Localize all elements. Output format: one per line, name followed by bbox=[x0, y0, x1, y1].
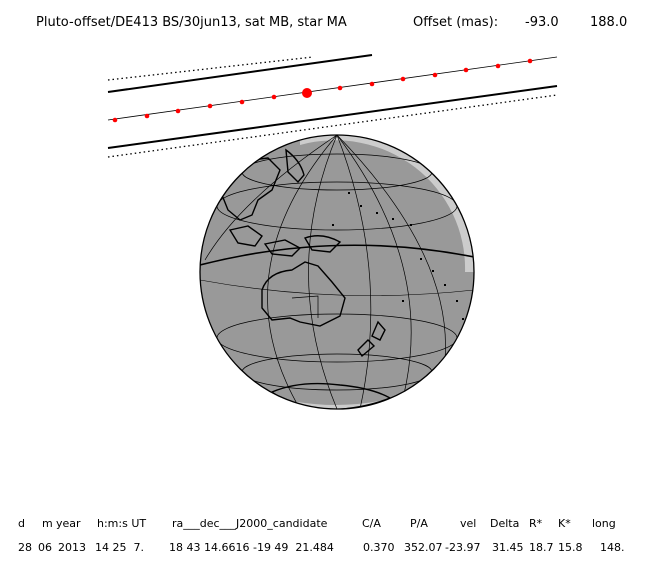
globe-outline bbox=[199, 134, 475, 410]
centerline bbox=[107, 56, 558, 121]
value-vel: -23.97 bbox=[445, 541, 480, 554]
time-mark bbox=[463, 67, 469, 73]
offset-label: Offset (mas): bbox=[413, 15, 498, 30]
globe-disk bbox=[200, 135, 474, 409]
plot-title: Pluto-offset/DE413 BS/30jun13, sat MB, s… bbox=[36, 15, 347, 30]
col-header-coordinates: ra___dec___J2000_candidate bbox=[172, 517, 328, 530]
shadow-path bbox=[107, 54, 558, 158]
value-rstar: 18.7 bbox=[529, 541, 554, 554]
col-header-ca: C/A bbox=[362, 517, 381, 530]
time-mark bbox=[239, 99, 245, 105]
col-header-pa: P/A bbox=[410, 517, 428, 530]
offset-x-value: -93.0 bbox=[525, 15, 559, 30]
value-year: 2013 bbox=[58, 541, 86, 554]
col-header-time: h:m:s UT bbox=[97, 517, 146, 530]
value-coordinates: 18 43 14.6616 -19 49 21.484 bbox=[169, 541, 334, 554]
event-table: d m year h:m:s UT ra___dec___J2000_candi… bbox=[18, 517, 625, 554]
value-ca: 0.370 bbox=[363, 541, 395, 554]
lower-limit-line bbox=[107, 85, 558, 149]
time-mark bbox=[432, 72, 438, 78]
value-kstar: 15.8 bbox=[558, 541, 583, 554]
time-mark bbox=[527, 58, 533, 64]
time-mark bbox=[400, 76, 406, 82]
time-mark bbox=[271, 94, 277, 100]
value-pa: 352.07 bbox=[404, 541, 443, 554]
occultation-point bbox=[302, 88, 312, 98]
col-header-kstar: K* bbox=[558, 517, 571, 530]
col-header-long: long bbox=[592, 517, 616, 530]
time-mark bbox=[369, 81, 375, 87]
time-mark bbox=[495, 63, 501, 69]
upper-limit-dotted-line bbox=[107, 56, 314, 81]
time-mark bbox=[337, 85, 343, 91]
value-long: 148. bbox=[600, 541, 625, 554]
col-header-day: d bbox=[18, 517, 25, 530]
value-delta: 31.45 bbox=[492, 541, 524, 554]
value-day: 28 bbox=[18, 541, 32, 554]
tropic-line bbox=[200, 279, 474, 296]
time-mark bbox=[207, 103, 213, 109]
upper-limit-line bbox=[107, 54, 373, 93]
time-marks bbox=[112, 58, 533, 123]
time-mark bbox=[175, 108, 181, 114]
value-time: 14 25 7. bbox=[95, 541, 144, 554]
offset-y-value: 188.0 bbox=[590, 15, 627, 30]
islands bbox=[332, 192, 464, 320]
col-header-year: year bbox=[56, 517, 81, 530]
col-header-delta: Delta bbox=[490, 517, 519, 530]
time-mark bbox=[112, 117, 118, 123]
earth-globe bbox=[199, 134, 475, 410]
col-header-vel: vel bbox=[460, 517, 476, 530]
col-header-rstar: R* bbox=[529, 517, 543, 530]
value-month: 06 bbox=[38, 541, 52, 554]
time-mark bbox=[144, 113, 150, 119]
col-header-month: m bbox=[42, 517, 53, 530]
